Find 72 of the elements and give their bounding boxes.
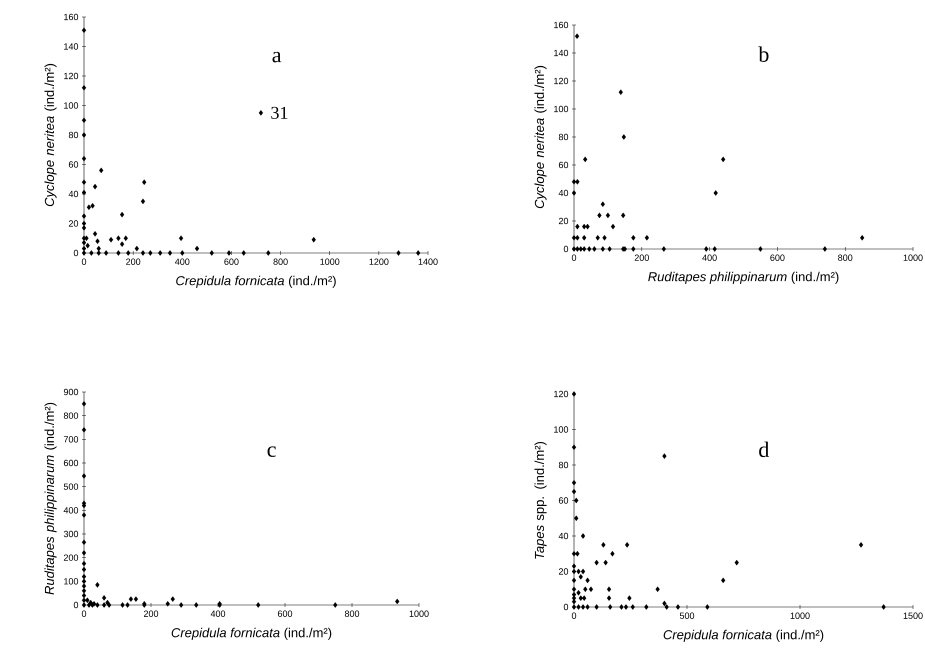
y-tick-label: 120 bbox=[554, 390, 568, 398]
y-tick-label: 500 bbox=[64, 483, 78, 490]
y-axis-title: Ruditapes philippinarum (ind./m²) bbox=[44, 402, 57, 595]
x-tick-label: 1500 bbox=[904, 612, 923, 619]
x-axis-title: Crepidula fornicata (ind./m²) bbox=[172, 628, 332, 640]
x-tick-label: 800 bbox=[273, 258, 288, 265]
y-axis-title: Tapes spp. (ind./m²) bbox=[534, 442, 547, 559]
x-tick-label: 1000 bbox=[904, 254, 923, 261]
y-tick-label: 160 bbox=[554, 22, 568, 28]
y-tick-label: 400 bbox=[64, 507, 78, 514]
x-tick-label: 0 bbox=[572, 254, 576, 261]
y-tick-label: 0 bbox=[564, 604, 568, 610]
y-tick-label: 140 bbox=[554, 50, 568, 56]
y-tick-label: 40 bbox=[558, 190, 568, 196]
y-tick-label: 120 bbox=[554, 78, 568, 84]
y-tick-label: 0 bbox=[564, 246, 568, 252]
y-tick-label: 20 bbox=[68, 220, 78, 227]
x-tick-label: 800 bbox=[838, 254, 852, 261]
x-tick-label: 1000 bbox=[410, 610, 429, 617]
y-tick-label: 120 bbox=[64, 72, 78, 80]
annotation: c bbox=[268, 446, 276, 457]
y-tick-label: 20 bbox=[558, 568, 568, 575]
annotation: 31 bbox=[271, 106, 288, 119]
x-tick-label: 1000 bbox=[790, 612, 810, 619]
y-tick-label: 100 bbox=[554, 106, 568, 112]
y-tick-label: 300 bbox=[64, 530, 78, 538]
x-tick-label: 800 bbox=[344, 610, 360, 617]
x-tick-label: 1200 bbox=[370, 258, 389, 265]
annotation: a bbox=[272, 52, 282, 62]
y-tick-label: 800 bbox=[64, 412, 78, 419]
y-axis-title: Cyclope neritea (ind./m²) bbox=[44, 64, 57, 206]
y-tick-label: 100 bbox=[554, 426, 568, 433]
x-tick-label: 600 bbox=[770, 254, 785, 261]
x-tick-label: 200 bbox=[634, 254, 649, 261]
x-tick-label: 200 bbox=[144, 610, 158, 617]
y-tick-label: 600 bbox=[64, 460, 78, 466]
annotation: b bbox=[758, 46, 769, 62]
x-tick-label: 0 bbox=[82, 258, 86, 265]
y-axis-title: Cyclope neritea (ind./m²) bbox=[534, 66, 547, 208]
x-tick-label: 400 bbox=[702, 254, 717, 261]
x-axis-title: Ruditapes philippinarum (ind./m²) bbox=[648, 272, 838, 284]
annotation: d bbox=[759, 442, 770, 458]
y-tick-label: 900 bbox=[64, 388, 78, 396]
y-tick-label: 80 bbox=[558, 462, 568, 468]
y-tick-label: 160 bbox=[64, 14, 78, 20]
x-axis-title: Crepidula fornicata (ind./m²) bbox=[664, 630, 824, 642]
y-tick-label: 60 bbox=[558, 497, 568, 504]
x-axis-title: Crepidula fornicata (ind./m²) bbox=[176, 276, 336, 288]
x-tick-label: 600 bbox=[224, 258, 239, 265]
y-tick-label: 0 bbox=[74, 602, 78, 608]
y-tick-label: 100 bbox=[64, 578, 78, 585]
x-tick-label: 600 bbox=[278, 610, 292, 617]
x-tick-label: 500 bbox=[680, 612, 694, 619]
x-tick-label: 1000 bbox=[320, 258, 340, 265]
x-tick-label: 0 bbox=[82, 610, 86, 617]
y-tick-label: 700 bbox=[64, 436, 78, 443]
y-tick-label: 60 bbox=[68, 161, 78, 168]
y-tick-label: 0 bbox=[74, 250, 78, 256]
y-tick-label: 140 bbox=[64, 43, 78, 50]
y-tick-label: 200 bbox=[64, 554, 78, 561]
y-tick-label: 40 bbox=[558, 532, 568, 540]
x-tick-label: 1400 bbox=[418, 258, 438, 265]
x-tick-label: 0 bbox=[572, 612, 576, 619]
y-tick-label: 20 bbox=[558, 218, 568, 224]
y-tick-label: 40 bbox=[68, 190, 78, 198]
y-tick-label: 100 bbox=[64, 102, 78, 109]
x-tick-label: 400 bbox=[210, 610, 226, 617]
y-tick-label: 80 bbox=[558, 134, 568, 140]
y-tick-label: 60 bbox=[558, 162, 568, 168]
y-tick-label: 80 bbox=[68, 132, 78, 138]
x-tick-label: 400 bbox=[174, 258, 190, 265]
x-tick-label: 200 bbox=[126, 258, 140, 265]
